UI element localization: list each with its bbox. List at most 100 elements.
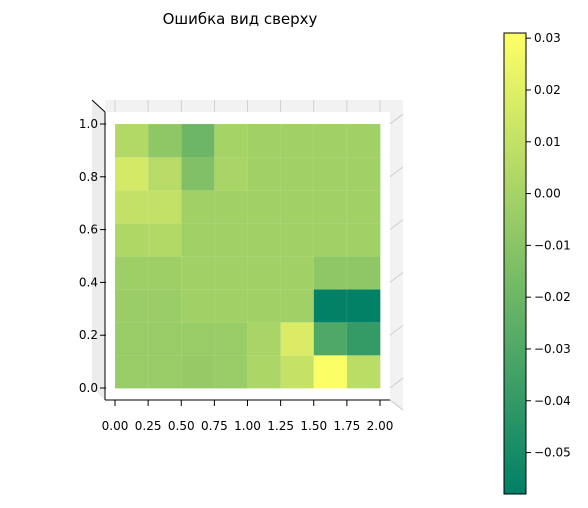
surface-cell xyxy=(313,255,348,290)
right-pane xyxy=(390,100,403,410)
left-pane xyxy=(92,100,105,400)
surface-cell xyxy=(280,222,315,257)
surface-cell xyxy=(247,156,282,191)
surface-cell xyxy=(346,189,381,224)
surface-cell xyxy=(247,354,282,389)
surface-cell xyxy=(313,123,348,158)
surface-cell xyxy=(181,156,216,191)
surface-cell xyxy=(181,123,216,158)
surface xyxy=(114,123,381,389)
x-tick-label: 0.75 xyxy=(201,419,228,433)
surface-cell xyxy=(147,255,182,290)
surface-cell xyxy=(346,156,381,191)
y-tick-label: 0.2 xyxy=(79,328,98,342)
x-tick-label: 2.00 xyxy=(367,419,394,433)
chart-title: Ошибка вид сверху xyxy=(163,10,318,28)
y-axis: 0.0 0.2 0.4 0.6 0.8 1.0 xyxy=(79,117,106,395)
surface-cell xyxy=(280,123,315,158)
colorbar-gradient xyxy=(503,32,527,495)
surface-cell xyxy=(280,255,315,290)
surface-cell xyxy=(114,123,149,158)
surface-cell xyxy=(313,288,348,323)
surface-cell xyxy=(114,354,149,389)
colorbar-tick-label: −0.02 xyxy=(534,290,571,304)
surface-cell xyxy=(280,156,315,191)
pane-gridline xyxy=(389,324,404,336)
pane-gridline xyxy=(389,113,404,125)
surface-cell xyxy=(214,288,249,323)
surface-cell xyxy=(114,255,149,290)
surface-cell xyxy=(247,255,282,290)
surface-cell xyxy=(280,189,315,224)
surface-cell xyxy=(114,222,149,257)
surface-cell xyxy=(147,156,182,191)
surface-cell xyxy=(214,156,249,191)
x-tick-label: 1.00 xyxy=(234,419,261,433)
pane-gridline xyxy=(389,377,404,389)
x-axis: 0.00 0.25 0.50 0.75 1.00 1.25 1.50 1.75 2.00 xyxy=(102,112,394,433)
surface-cell xyxy=(346,288,381,323)
x-tick-label: 1.50 xyxy=(300,419,327,433)
colorbar-tick-label: 0.02 xyxy=(534,83,561,97)
surface-cell xyxy=(346,123,381,158)
surface-cell xyxy=(280,321,315,356)
surface-cell xyxy=(247,189,282,224)
surface-cell xyxy=(247,288,282,323)
surface-cell xyxy=(313,354,348,389)
surface-cell xyxy=(114,321,149,356)
surface-cell xyxy=(181,255,216,290)
pane-gridline xyxy=(389,272,404,283)
surface-cell xyxy=(280,354,315,389)
surface-cell xyxy=(114,189,149,224)
surface-cell xyxy=(214,189,249,224)
surface-cell xyxy=(214,321,249,356)
surface-cell xyxy=(181,288,216,323)
surface-cell xyxy=(147,288,182,323)
x-tick-label: 1.75 xyxy=(334,419,361,433)
surface-cell xyxy=(147,123,182,158)
colorbar-tick-label: 0.01 xyxy=(534,135,561,149)
surface-cell xyxy=(114,288,149,323)
pane-gridline xyxy=(389,166,404,178)
colorbar-tick-label: −0.04 xyxy=(534,394,571,408)
corner-edge xyxy=(91,99,106,113)
corner-edge xyxy=(389,399,404,411)
surface-cell xyxy=(280,288,315,323)
y-tick-label: 0.8 xyxy=(79,170,98,184)
x-tick-label: 1.25 xyxy=(267,419,294,433)
surface-cell xyxy=(181,321,216,356)
surface-cell xyxy=(247,222,282,257)
y-tick-label: 1.0 xyxy=(79,117,98,131)
surface-cell xyxy=(313,156,348,191)
surface-cell xyxy=(214,222,249,257)
surface-cell xyxy=(247,321,282,356)
colorbar-tick-label: −0.05 xyxy=(534,446,571,460)
surface-cell xyxy=(346,222,381,257)
x-tick-label: 0.00 xyxy=(102,419,129,433)
surface-cell xyxy=(346,255,381,290)
axes-panes xyxy=(91,99,404,411)
surface-cell xyxy=(346,354,381,389)
colorbar-tick-label: 0.00 xyxy=(534,187,561,201)
y-tick-label: 0.4 xyxy=(79,275,98,289)
colorbar-tick-label: −0.01 xyxy=(534,238,571,252)
surface-cell xyxy=(181,354,216,389)
colorbar: 0.03 0.02 0.01 0.00 −0.01 −0.02 −0.03 −0.04 −0.0… xyxy=(503,31,571,495)
x-tick-label: 0.25 xyxy=(135,419,162,433)
surface-cell xyxy=(247,123,282,158)
colorbar-tick-label: −0.03 xyxy=(534,342,571,356)
surface-cell xyxy=(313,222,348,257)
surface-cell xyxy=(214,354,249,389)
surface-cell xyxy=(147,222,182,257)
surface-cell xyxy=(214,255,249,290)
surface-cell xyxy=(214,123,249,158)
pane-gridline xyxy=(389,219,404,230)
surface-cell xyxy=(147,189,182,224)
y-tick-label: 0.0 xyxy=(79,381,98,395)
surface-cell xyxy=(147,354,182,389)
y-tick-label: 0.6 xyxy=(79,223,98,237)
surface-cell xyxy=(313,189,348,224)
top-pane xyxy=(105,100,403,112)
surface-cell xyxy=(181,222,216,257)
